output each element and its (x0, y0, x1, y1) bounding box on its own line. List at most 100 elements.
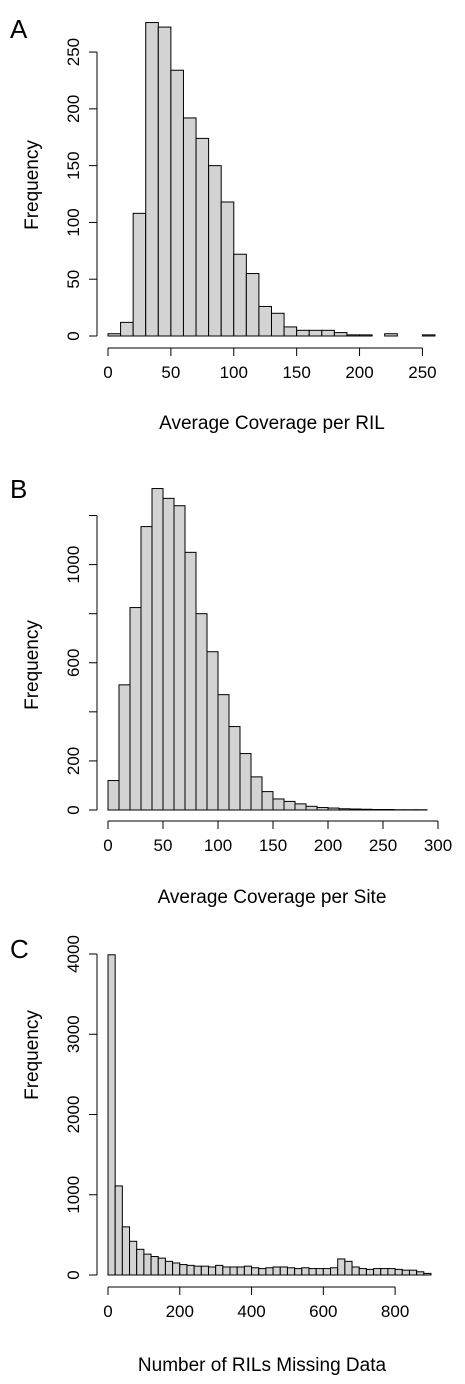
histogram-a-bar-1 (120, 321, 134, 337)
histogram-c-bars (107, 954, 432, 1276)
y-tick-label-a-5: 250 (64, 38, 83, 66)
histogram-a-bar-5 (170, 69, 184, 337)
histogram-b-bar-8 (195, 613, 208, 811)
x-tick-label-a-4: 200 (345, 363, 373, 382)
histogram-c-bar-30 (322, 1268, 332, 1276)
x-axis-label-a: Average Coverage per RIL (159, 413, 385, 434)
histogram-c-bar-43 (416, 1271, 425, 1276)
histogram-c-bar-40 (394, 1268, 403, 1276)
histogram-b-axes: 0 50 100 150 200 250 300 0 200 600 1000 (64, 515, 452, 855)
histogram-a-bar-20 (359, 334, 373, 337)
histogram-c-bar-32 (337, 1258, 346, 1276)
histogram-b-bar-1 (118, 684, 131, 811)
histogram-c-bar-18 (236, 1266, 245, 1276)
histogram-c-bar-23 (272, 1266, 281, 1276)
x-tick-label-b-1: 50 (154, 836, 173, 855)
histogram-b-bar-21 (338, 808, 351, 811)
histogram-a-bar-15 (296, 329, 310, 337)
histogram-a-bar-10 (233, 253, 247, 337)
y-tick-label-b-5: 1000 (64, 546, 83, 584)
y-tick-label-a-3: 150 (64, 151, 83, 179)
histogram-c-bar-25 (286, 1267, 296, 1276)
y-tick-label-c-4: 4000 (64, 935, 83, 973)
histogram-c-bar-3 (129, 1240, 138, 1276)
histogram-c-bar-28 (308, 1268, 317, 1276)
histogram-b-bar-9 (206, 651, 219, 811)
y-tick-label-b-1: 200 (64, 747, 83, 775)
y-tick-label-b-3: 600 (64, 649, 83, 677)
x-tick-label-a-5: 250 (408, 363, 436, 382)
y-tick-label-a-0: 0 (64, 331, 83, 340)
histogram-b-svg: 0 50 100 150 200 250 300 0 200 600 1000 B Average … (10, 474, 452, 908)
histogram-a-bar-13 (271, 312, 285, 337)
histogram-b-bar-7 (184, 551, 197, 811)
histogram-b-bar-2 (129, 607, 142, 811)
y-axis-label-a: Frequency (22, 140, 43, 230)
x-tick-label-b-6: 300 (424, 836, 452, 855)
x-tick-label-b-4: 200 (314, 836, 342, 855)
histogram-b-bar-22 (349, 808, 362, 811)
histogram-c-bar-0 (107, 954, 116, 1276)
histogram-c-bar-7 (157, 1257, 166, 1276)
histogram-c-bar-39 (387, 1268, 396, 1276)
histogram-a-svg: 0 50 100 150 200 250 0 50 100 150 200 250 A Average… (10, 14, 437, 434)
x-tick-label-a-2: 100 (220, 363, 248, 382)
histogram-a-bar-7 (195, 137, 210, 337)
histogram-b-bar-16 (283, 800, 296, 811)
y-tick-label-a-4: 200 (64, 95, 83, 123)
histogram-a-bar-18 (333, 332, 348, 337)
y-tick-label-a-1: 50 (64, 270, 83, 289)
histogram-c-bar-12 (193, 1265, 202, 1276)
x-tick-label-c-2: 400 (237, 1302, 265, 1321)
panel-label-c: C (10, 934, 29, 964)
histogram-c-bar-13 (200, 1265, 209, 1276)
histogram-a-bar-22 (384, 333, 398, 337)
histogram-c-bar-2 (121, 1226, 131, 1276)
histogram-c-bar-14 (207, 1266, 217, 1276)
histogram-b-bar-15 (272, 798, 285, 811)
histogram-b-bar-23 (360, 808, 373, 811)
histogram-c-bar-44 (423, 1272, 432, 1276)
histogram-a-bar-6 (182, 117, 197, 337)
histogram-a-bar-11 (245, 273, 260, 337)
histogram-panel-c: 0 200 400 600 800 0 1000 2000 3000 4000 C Number … (0, 920, 465, 1384)
histogram-a-bars (107, 22, 436, 337)
histogram-a-bar-16 (308, 329, 323, 337)
histogram-a-bar-8 (208, 165, 222, 337)
x-tick-label-b-2: 100 (204, 836, 232, 855)
histogram-a-bar-17 (321, 329, 335, 337)
histogram-c-bar-19 (243, 1265, 253, 1276)
histogram-a-bar-12 (258, 305, 272, 337)
histogram-a-bar-2 (132, 212, 147, 337)
histogram-b-bar-6 (173, 505, 186, 811)
y-tick-label-c-2: 2000 (64, 1096, 83, 1134)
histogram-b-bars (107, 488, 428, 811)
histogram-c-axes: 0 200 400 600 800 0 1000 2000 3000 4000 (64, 935, 409, 1321)
histogram-c-bar-24 (279, 1266, 288, 1276)
histogram-a-axes: 0 50 100 150 200 250 0 50 100 150 200 250 (64, 38, 437, 382)
histogram-c-bar-22 (265, 1267, 274, 1276)
histogram-c-bar-15 (215, 1264, 224, 1276)
histogram-c-bar-31 (330, 1267, 339, 1276)
histogram-c-bar-26 (294, 1268, 303, 1276)
histogram-a-bar-0 (107, 333, 122, 337)
histogram-b-bar-11 (228, 726, 241, 811)
histogram-c-bar-33 (344, 1260, 353, 1276)
y-tick-label-a-2: 100 (64, 208, 83, 236)
x-tick-label-b-3: 150 (259, 836, 287, 855)
x-tick-label-b-0: 0 (103, 836, 112, 855)
histogram-c-bar-20 (251, 1267, 260, 1276)
x-tick-label-c-4: 800 (381, 1302, 409, 1321)
histogram-b-bar-18 (305, 805, 318, 811)
histogram-c-bar-34 (351, 1266, 360, 1276)
y-tick-label-b-0: 0 (64, 805, 83, 814)
histogram-b-bar-4 (151, 488, 164, 811)
histogram-c-bar-29 (315, 1268, 324, 1276)
histogram-c-bar-37 (373, 1268, 382, 1276)
panel-label-b: B (10, 474, 27, 504)
histogram-b-bar-0 (107, 780, 120, 811)
x-tick-label-c-1: 200 (166, 1302, 194, 1321)
histogram-c-bar-16 (222, 1266, 231, 1276)
histogram-c-bar-6 (150, 1256, 159, 1276)
histogram-c-bar-11 (186, 1264, 195, 1276)
